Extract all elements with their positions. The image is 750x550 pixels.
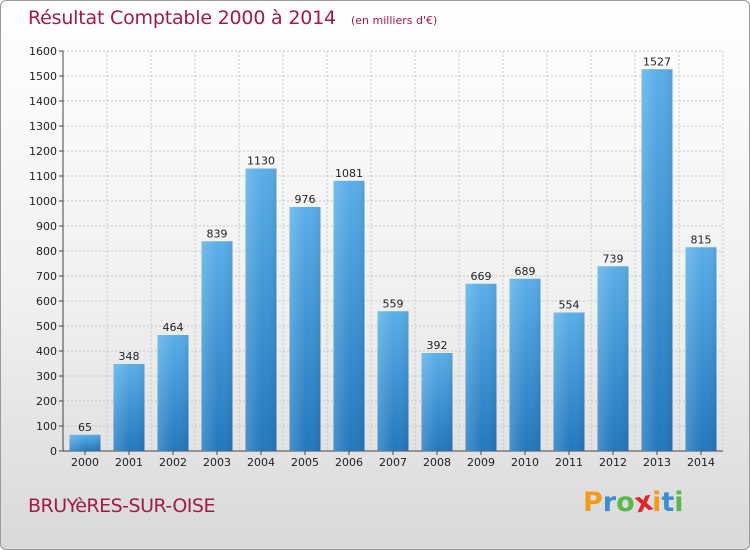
x-tick-label: 2013 bbox=[643, 456, 671, 469]
value-label-2005: 976 bbox=[295, 193, 316, 206]
x-tick-label: 2005 bbox=[291, 456, 319, 469]
bar-shine-2012 bbox=[597, 266, 629, 451]
bars bbox=[69, 69, 717, 451]
value-label-2002: 464 bbox=[163, 321, 184, 334]
y-tick-label: 1600 bbox=[29, 45, 57, 58]
commune-name: BRUYèRES-SUR-OISE bbox=[28, 495, 215, 517]
y-tick-label: 300 bbox=[36, 370, 57, 383]
value-label-2004: 1130 bbox=[247, 155, 275, 168]
x-tick-label: 2002 bbox=[159, 456, 187, 469]
value-label-2009: 669 bbox=[471, 270, 492, 283]
x-tick-label: 2010 bbox=[511, 456, 539, 469]
chart-title-row: Résultat Comptable 2000 à 2014 (en milli… bbox=[28, 7, 437, 29]
data-labels: 65 348 464 839 1130 976 1081 559 392 669 689 554 739… bbox=[78, 55, 712, 434]
brand-letter: i bbox=[674, 487, 684, 518]
chart-title: Résultat Comptable 2000 à 2014 bbox=[28, 7, 336, 29]
bar-shine-2003 bbox=[201, 241, 233, 451]
brand-letter: P bbox=[583, 487, 603, 518]
x-tick-label: 2006 bbox=[335, 456, 363, 469]
y-tick-label: 600 bbox=[36, 295, 57, 308]
brand-letter: o bbox=[616, 487, 635, 518]
bar-shine-2004 bbox=[245, 168, 277, 451]
x-tick-label: 2004 bbox=[247, 456, 275, 469]
y-tick-label: 1100 bbox=[29, 170, 57, 183]
value-label-2000: 65 bbox=[78, 421, 92, 434]
bar-shine-2013 bbox=[641, 69, 673, 451]
x-tick-label: 2014 bbox=[687, 456, 715, 469]
bar-shine-2002 bbox=[157, 335, 189, 451]
chart-unit: (en milliers d'€) bbox=[350, 14, 438, 27]
value-label-2013: 1527 bbox=[643, 55, 671, 68]
bar-shine-2008 bbox=[421, 353, 453, 451]
bar-shine-2000 bbox=[69, 434, 101, 451]
bar-shine-2001 bbox=[113, 364, 145, 451]
x-tick-label: 2011 bbox=[555, 456, 583, 469]
y-tick-label: 1000 bbox=[29, 195, 57, 208]
value-label-2014: 815 bbox=[691, 233, 712, 246]
y-tick-label: 500 bbox=[36, 320, 57, 333]
x-tick-label: 2000 bbox=[71, 456, 99, 469]
brand-letter: t bbox=[661, 487, 675, 518]
bar-shine-2014 bbox=[685, 247, 717, 451]
value-label-2011: 554 bbox=[559, 299, 580, 312]
bar-shine-2011 bbox=[553, 312, 585, 451]
value-label-2012: 739 bbox=[603, 252, 624, 265]
x-tick-label: 2009 bbox=[467, 456, 495, 469]
x-tick-label: 2003 bbox=[203, 456, 231, 469]
y-tick-label: 800 bbox=[36, 245, 57, 258]
y-tick-label: 400 bbox=[36, 345, 57, 358]
y-tick-label: 1300 bbox=[29, 120, 57, 133]
x-tick-label: 2012 bbox=[599, 456, 627, 469]
y-tick-label: 900 bbox=[36, 220, 57, 233]
grid-lines bbox=[62, 50, 724, 452]
y-tick-label: 1400 bbox=[29, 95, 57, 108]
value-label-2001: 348 bbox=[119, 350, 140, 363]
value-label-2007: 559 bbox=[383, 297, 404, 310]
y-tick-label: 200 bbox=[36, 395, 57, 408]
brand-letter: r bbox=[602, 487, 617, 518]
value-label-2010: 689 bbox=[515, 265, 536, 278]
y-tick-label: 0 bbox=[50, 445, 57, 458]
y-tick-label: 1500 bbox=[29, 70, 57, 83]
x-tick-label: 2001 bbox=[115, 456, 143, 469]
x-tick-label: 2007 bbox=[379, 456, 407, 469]
bar-shine-2006 bbox=[333, 180, 365, 451]
value-label-2008: 392 bbox=[427, 339, 448, 352]
bar-shine-2010 bbox=[509, 278, 541, 451]
y-tick-label: 100 bbox=[36, 420, 57, 433]
value-label-2006: 1081 bbox=[335, 167, 363, 180]
x-tick-label: 2008 bbox=[423, 456, 451, 469]
brand-letter: i bbox=[652, 487, 662, 518]
y-tick-label: 700 bbox=[36, 270, 57, 283]
value-label-2003: 839 bbox=[207, 227, 228, 240]
bar-shine-2005 bbox=[289, 207, 321, 451]
bar-shine-2009 bbox=[465, 283, 497, 451]
proxiti-logo: Proxiti bbox=[583, 486, 684, 520]
bar-shine-2007 bbox=[377, 311, 409, 451]
y-tick-label: 1200 bbox=[29, 145, 57, 158]
